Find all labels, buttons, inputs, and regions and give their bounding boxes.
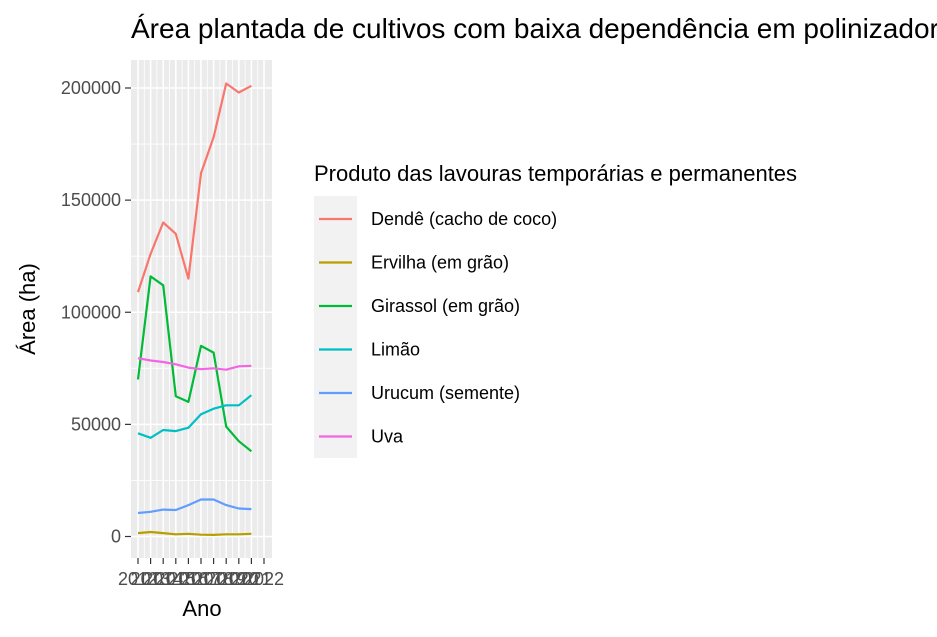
x-tick-label: 2022 [244,569,284,589]
x-tick-label: 2014 [143,569,183,589]
y-tick-label: 0 [111,527,121,547]
y-tick-label: 200000 [61,78,121,98]
legend-label: Urucum (semente) [371,383,520,403]
series-line [136,275,253,453]
x-tick-label: 2016 [168,569,208,589]
legend-key-background [314,196,357,458]
series-line [136,82,252,293]
legend-title: Produto das lavouras temporárias e perma… [314,161,797,186]
series-line [137,357,252,371]
legend-label: Limão [371,340,420,360]
legend-label: Dendê (cacho de coco) [371,209,557,229]
x-tick-label: 2021 [231,569,271,589]
grid-lines [131,60,272,558]
series-line [137,394,253,439]
x-tick-label: 2020 [219,569,259,589]
legend-items: Dendê (cacho de coco) Ervilha (em grão) Gi… [319,209,557,447]
series-line [137,498,252,515]
y-tick-label: 150000 [61,190,121,210]
x-axis: 2012201320142015201620172018201920202021… [118,558,284,589]
y-tick-label: 50000 [71,414,121,434]
legend-label: Uva [371,427,404,447]
x-tick-label: 2013 [131,569,171,589]
x-tick-label: 2017 [181,569,221,589]
y-tick-label: 100000 [61,302,121,322]
legend: Produto das lavouras temporárias e perma… [314,161,797,458]
x-tick-label: 2019 [206,569,246,589]
legend-label: Girassol (em grão) [371,296,520,316]
x-tick-label: 2018 [194,569,234,589]
x-tick-label: 2012 [118,569,158,589]
y-axis: 0 50000 100000 150000 200000 [61,78,131,547]
legend-label: Ervilha (em grão) [371,253,509,273]
series-lines [136,82,253,537]
x-axis-title: Ano [182,596,221,621]
series-line [137,530,252,537]
chart-title: Área plantada de cultivos com baixa depe… [131,13,937,44]
y-axis-title: Área (ha) [15,263,40,355]
x-tick-label: 2015 [156,569,196,589]
